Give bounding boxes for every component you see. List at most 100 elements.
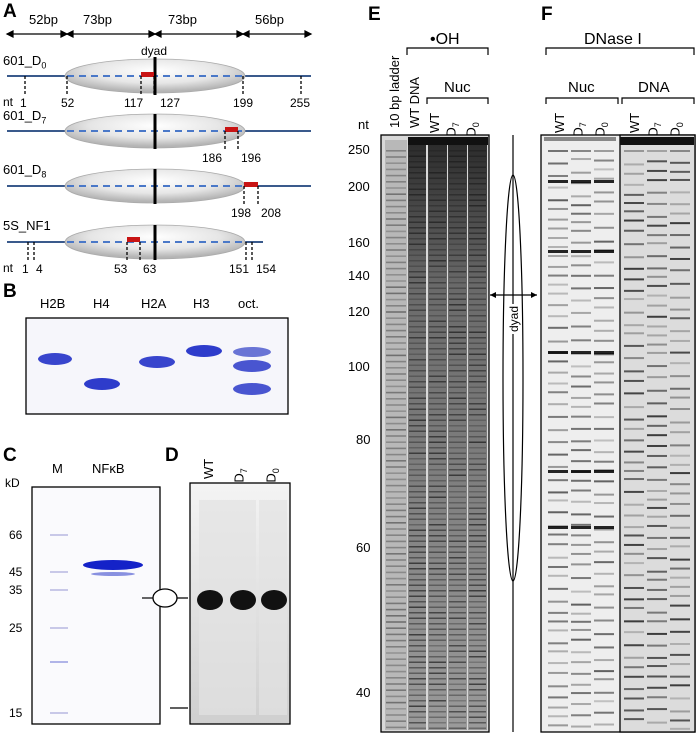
dnase-band <box>670 463 690 466</box>
cleavage-band <box>429 282 446 284</box>
cleavage-band <box>429 249 446 251</box>
cleavage-band <box>409 634 426 636</box>
dnase-band <box>571 385 591 388</box>
cleavage-band <box>409 628 426 630</box>
cleavage-band <box>409 606 426 608</box>
cleavage-band <box>469 595 486 597</box>
cleavage-band <box>429 232 446 234</box>
ladder-band <box>386 187 406 189</box>
cleavage-band <box>409 386 426 388</box>
cleavage-band <box>409 177 426 179</box>
cleavage-band <box>449 507 466 509</box>
cleavage-band <box>469 430 486 432</box>
cleavage-band <box>409 150 426 152</box>
dnase-band <box>548 565 568 568</box>
cleavage-band <box>409 161 426 163</box>
ladder-band <box>386 701 406 704</box>
dnase-strong-band <box>571 470 591 473</box>
dnase-band <box>624 311 644 314</box>
cleavage-band <box>469 579 486 581</box>
cleavage-band <box>409 287 426 289</box>
dnase-band <box>624 332 644 335</box>
cleavage-band <box>429 298 446 300</box>
kd-25: 25 <box>9 621 23 635</box>
tick-5s-53: 53 <box>114 262 128 276</box>
cleavage-band <box>449 364 466 366</box>
cleavage-band <box>409 590 426 592</box>
dnase-band <box>624 163 644 166</box>
cleavage-band <box>409 260 426 262</box>
cleavage-band <box>409 425 426 427</box>
cleavage-band <box>449 249 466 251</box>
cleavage-band <box>449 452 466 454</box>
tick-d0-199: 199 <box>233 96 254 110</box>
dnase-band <box>548 650 568 653</box>
dnase-band <box>548 265 568 268</box>
cleavage-band <box>409 254 426 256</box>
cleavage-band <box>449 463 466 465</box>
ladder-band <box>386 261 406 264</box>
cleavage-band <box>429 337 446 339</box>
dnase-band <box>624 620 644 623</box>
dnase-band <box>624 718 644 721</box>
lane-b-h2b: H2B <box>40 296 66 311</box>
cleavage-band <box>449 513 466 515</box>
dnase-band <box>670 362 690 365</box>
cleavage-band <box>429 491 446 493</box>
cleavage-band <box>449 381 466 383</box>
dnase-band <box>571 204 591 207</box>
cleavage-band <box>469 469 486 471</box>
cleavage-band <box>429 447 446 449</box>
cleavage-band <box>469 507 486 509</box>
dnase-band <box>624 469 644 472</box>
cleavage-band <box>449 518 466 520</box>
cleavage-band <box>449 210 466 212</box>
cleavage-band <box>469 353 486 355</box>
cleavage-band <box>409 408 426 410</box>
cleavage-band <box>449 172 466 174</box>
cleavage-band <box>469 397 486 399</box>
dnase-band <box>670 222 690 225</box>
cleavage-band <box>449 606 466 608</box>
dnase-band <box>594 572 614 575</box>
cleavage-band <box>449 177 466 179</box>
dnase-band <box>670 727 690 730</box>
dnase-band <box>571 620 591 623</box>
cleavage-band <box>429 331 446 333</box>
dnase-band <box>571 221 591 224</box>
cleavage-band <box>429 386 446 388</box>
ladder-band <box>386 360 406 363</box>
dnase-band <box>571 396 591 399</box>
cleavage-band <box>449 166 466 168</box>
dnase-band <box>647 632 667 635</box>
dnase-band <box>624 543 644 546</box>
lane-c-nfkb: NFκB <box>92 461 125 476</box>
cleavage-band <box>429 430 446 432</box>
cleavage-band <box>449 342 466 344</box>
cleavage-band <box>409 364 426 366</box>
dnase-band <box>647 402 667 405</box>
cleavage-band <box>409 546 426 548</box>
dnase-strong-band <box>548 470 568 473</box>
e-marker-80: 80 <box>356 432 371 447</box>
ladder-band <box>386 571 406 574</box>
cleavage-band <box>429 645 446 647</box>
ladder-band <box>386 230 406 233</box>
cleavage-band <box>469 513 486 515</box>
f-group-dna: DNA <box>638 79 670 96</box>
dnase-strong-band <box>594 351 614 354</box>
cleavage-band <box>449 331 466 333</box>
dnase-band <box>624 193 644 196</box>
dnase-band <box>647 536 667 539</box>
cleavage-band <box>409 348 426 350</box>
dnase-band <box>624 534 644 537</box>
tick-d0-117: 117 <box>124 96 144 110</box>
ladder-band <box>386 602 406 605</box>
dnase-band <box>594 339 614 342</box>
dnase-band <box>571 612 591 615</box>
dnase-band <box>548 391 568 394</box>
cleavage-band <box>469 463 486 465</box>
tick-5s-63: 63 <box>143 262 157 276</box>
cleavage-band <box>469 551 486 553</box>
ladder-band <box>386 596 406 598</box>
